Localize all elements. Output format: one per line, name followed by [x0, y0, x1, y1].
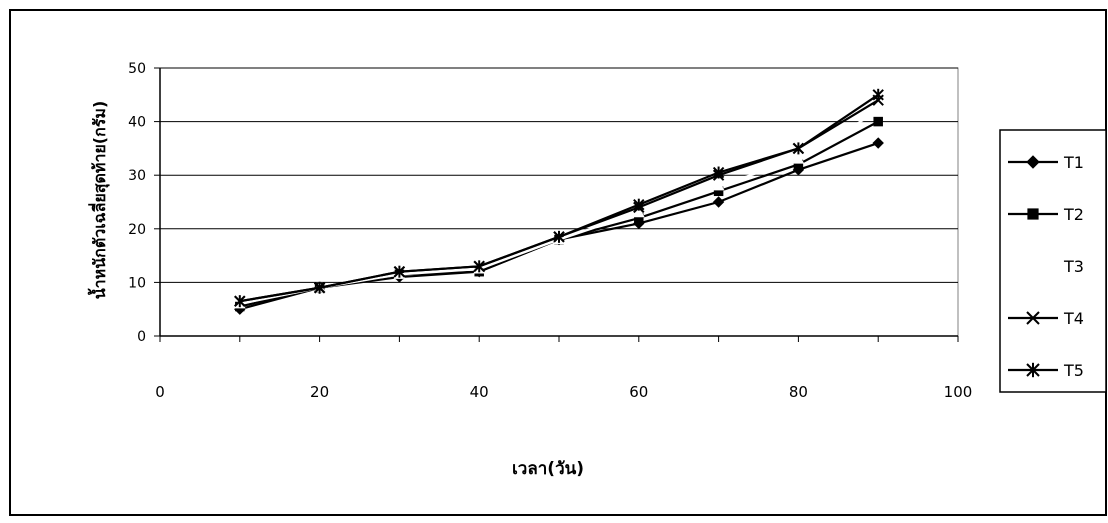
x-tick-label: 0: [155, 383, 165, 401]
legend-label: T4: [1063, 309, 1084, 328]
legend-box: [999, 129, 1107, 393]
legend-entry-T2: T2: [1008, 205, 1084, 224]
legend-label: T2: [1063, 205, 1084, 224]
legend-label: T5: [1063, 361, 1084, 380]
y-tick-label: 0: [137, 329, 146, 345]
point-T5: [473, 260, 485, 273]
axis-labels: เวลา(วัน) น้ำหนักตัวเฉลี่ยสุดท้าย(กรัม): [87, 101, 584, 479]
legend-label: T3: [1063, 257, 1084, 276]
legend-entry-T3: T3: [1008, 257, 1084, 276]
point-T5: [872, 88, 884, 101]
legend-entry-T4: T4: [1008, 309, 1084, 328]
x-tick-label: 100: [944, 383, 973, 401]
point-T5: [792, 142, 805, 155]
point-T5: [712, 166, 725, 179]
legend: T1 T2 T3 T4 T5: [1008, 153, 1084, 380]
point-T2: [873, 116, 883, 127]
y-tick-label: 30: [128, 168, 146, 184]
y-tick-label: 20: [128, 222, 146, 238]
axes: 0 10 20 30 40 50 0 20 40 60 80 100: [128, 61, 972, 401]
marker-stroke: [1026, 311, 1040, 325]
point-T3: [712, 179, 725, 191]
y-tick-label: 10: [128, 275, 146, 291]
legend-marker: [1026, 362, 1040, 378]
x-axis-title: เวลา(วัน): [512, 459, 584, 479]
point-T5: [234, 295, 246, 308]
point-T5: [313, 281, 326, 294]
point-T5: [553, 230, 565, 243]
legend-entry-T1: T1: [1008, 153, 1084, 172]
y-tick-label: 40: [128, 115, 146, 131]
gridlines: [160, 67, 958, 283]
point-T3: [872, 104, 885, 116]
x-tick-label: 80: [789, 383, 808, 401]
point-T5: [633, 198, 645, 211]
x-tick-label: 20: [310, 383, 329, 401]
x-tick-label: 60: [629, 383, 648, 401]
series-group: [233, 88, 885, 315]
point-T1: [872, 137, 884, 149]
x-tick-label: 40: [470, 383, 489, 401]
legend-marker: [1026, 155, 1040, 169]
y-tick-label: 50: [128, 61, 146, 77]
series-T5: [234, 88, 884, 308]
point-T5: [393, 265, 406, 278]
legend-entry-T5: T5: [1008, 361, 1084, 380]
legend-marker: [1027, 208, 1039, 220]
point-T1: [712, 196, 725, 208]
legend-marker: [1026, 311, 1040, 325]
legend-label: T1: [1063, 153, 1084, 172]
y-axis-title: น้ำหนักตัวเฉลี่ยสุดท้าย(กรัม): [87, 101, 110, 300]
point-T3: [792, 153, 805, 164]
point-T3: [632, 206, 645, 218]
legend-marker: [1026, 258, 1040, 272]
